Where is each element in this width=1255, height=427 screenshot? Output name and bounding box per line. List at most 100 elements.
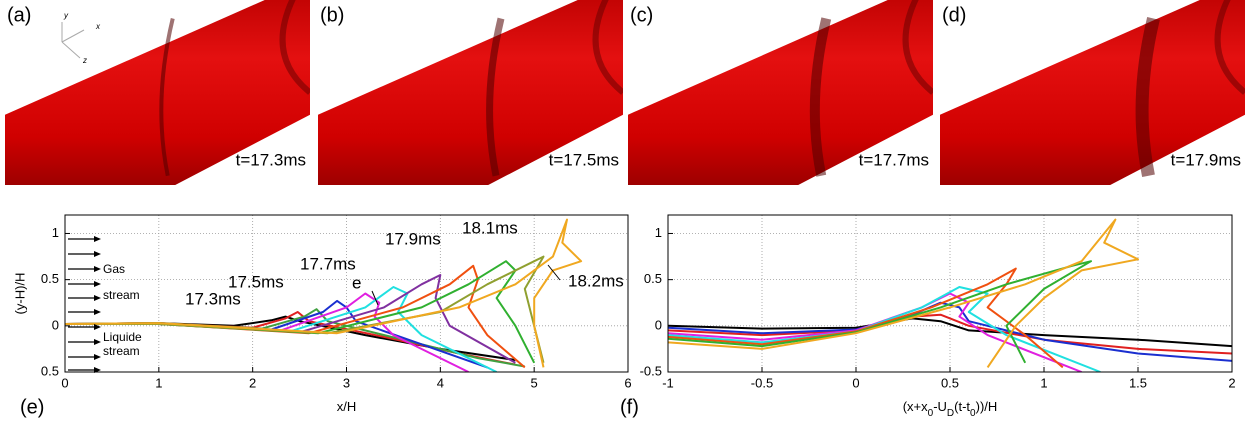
- time-label: t=17.7ms: [859, 150, 929, 169]
- time-label: t=17.9ms: [1171, 150, 1241, 169]
- y-tick-label: 1: [655, 225, 662, 240]
- x-tick-label: 0.5: [941, 375, 959, 390]
- stream-arrows: [68, 236, 101, 373]
- y-tick-label: 0.5: [41, 271, 59, 286]
- plot-frame: [64, 214, 629, 373]
- annotation: 17.5ms: [228, 272, 284, 291]
- y-tick-label: 0: [655, 317, 662, 332]
- x-axis-label-part: x/H: [337, 399, 357, 414]
- arrow-head: [94, 251, 101, 257]
- arrow-head: [94, 281, 101, 287]
- wave-crest-2: [279, 0, 310, 95]
- axis-glyph-label: x: [95, 22, 101, 31]
- render-panel: (b) t=17.5ms: [318, 0, 623, 185]
- x-axis-label-part: 0: [928, 408, 934, 419]
- panel-label: (e): [20, 396, 44, 418]
- annotation: 18.2ms: [568, 271, 624, 290]
- panel-label: (d): [942, 4, 966, 26]
- time-label: t=17.5ms: [549, 150, 619, 169]
- series-line: [668, 313, 1232, 355]
- arrow-head: [94, 295, 101, 301]
- series-line: [668, 292, 1082, 372]
- leader: [371, 290, 379, 306]
- render-panel: (d) t=17.9ms: [940, 0, 1245, 185]
- y-tick-label: 0.5: [41, 363, 59, 378]
- x-axis-label-part: -U: [933, 399, 947, 414]
- x-axis-label-part: (x+x: [903, 399, 928, 414]
- liquid-surface: [318, 0, 623, 185]
- y-tick-label: 0: [52, 317, 59, 332]
- x-axis-label: (x+x0-UD(t-t0))/H: [903, 399, 998, 419]
- axis-glyph-line: [61, 41, 81, 59]
- x-tick-label: 6: [624, 375, 631, 390]
- y-tick-label: -0.5: [640, 363, 662, 378]
- x-tick-label: -0.5: [751, 375, 773, 390]
- annotation: 18.1ms: [462, 218, 518, 237]
- wave-crest: [486, 17, 505, 177]
- y-tick-label: 0.5: [644, 271, 662, 286]
- annotation: 17.7ms: [300, 254, 356, 273]
- axis-glyph-label: z: [82, 56, 87, 65]
- series-line: [65, 218, 583, 368]
- x-tick-label: 0: [852, 375, 859, 390]
- panel-label: (f): [620, 396, 639, 418]
- plot-frame: [667, 214, 1233, 373]
- wave-crest-2: [902, 0, 933, 95]
- series-line: [668, 260, 1092, 364]
- axis-glyph-label: y: [63, 11, 69, 20]
- x-axis-label-part: ))/H: [976, 399, 998, 414]
- time-label: t=17.3ms: [236, 150, 306, 169]
- arrow-head: [94, 309, 101, 315]
- y-axis-label: (y-H)/H: [12, 273, 27, 315]
- render-body: [628, 0, 933, 185]
- series-line: [668, 218, 1139, 368]
- x-tick-label: -1: [662, 375, 674, 390]
- panel-label: (c): [630, 4, 653, 26]
- render-body: [318, 0, 623, 185]
- annotation: 17.3ms: [185, 289, 241, 308]
- render-panel: (a) t=17.3ms: [5, 0, 310, 185]
- x-tick-label: 1: [155, 375, 162, 390]
- arrow-head: [94, 339, 101, 345]
- x-tick-label: 2: [249, 375, 256, 390]
- x-tick-label: 3: [343, 375, 350, 390]
- arrow-head: [94, 367, 101, 373]
- wave-crest: [159, 18, 175, 177]
- chart: 0 1 2 3 4 5 60.500.51x/H(y-H)/H(e)GasstreamLiq…: [12, 214, 632, 418]
- series-line: [668, 267, 1064, 369]
- series-line: [668, 317, 1232, 348]
- x-axis-label: x/H: [337, 399, 357, 414]
- liquid-surface: [940, 0, 1245, 185]
- liquid-surface: [5, 0, 310, 185]
- render-panel: (c) t=17.7ms: [628, 0, 933, 185]
- wave-crest-2: [1214, 0, 1245, 95]
- arrow-head: [94, 236, 101, 242]
- annotation: Gas: [103, 262, 125, 276]
- x-tick-label: 1: [1040, 375, 1047, 390]
- x-axis-label-part: D: [947, 408, 954, 419]
- x-tick-label: 4: [437, 375, 444, 390]
- wave-crest: [1135, 16, 1160, 178]
- x-axis-label-part: 0: [970, 408, 976, 419]
- axis-glyph-line: [61, 29, 85, 43]
- x-tick-label: 0: [61, 375, 68, 390]
- panel-label: (a): [7, 4, 31, 26]
- annotation: Liquide: [103, 330, 142, 344]
- wave-crest-2: [592, 0, 623, 95]
- arrow-head: [94, 324, 101, 330]
- annotation: stream: [103, 344, 140, 358]
- annotation: 17.9ms: [385, 229, 441, 248]
- x-tick-label: 2: [1228, 375, 1235, 390]
- wave-crest: [809, 17, 832, 177]
- y-tick-label: 1: [52, 225, 59, 240]
- render-body: [5, 0, 310, 185]
- leader: [547, 264, 561, 281]
- series-line: [668, 286, 1101, 372]
- liquid-surface: [628, 0, 933, 185]
- arrow-head: [94, 354, 101, 360]
- x-tick-label: 1.5: [1129, 375, 1147, 390]
- annotation: stream: [103, 288, 140, 302]
- chart: -1 -0.5 0 0.5 1 1.5 2-0.500.51(x+x0-UD(t-t0))/…: [620, 214, 1236, 419]
- render-body: [940, 0, 1245, 185]
- annotation: e: [352, 273, 361, 292]
